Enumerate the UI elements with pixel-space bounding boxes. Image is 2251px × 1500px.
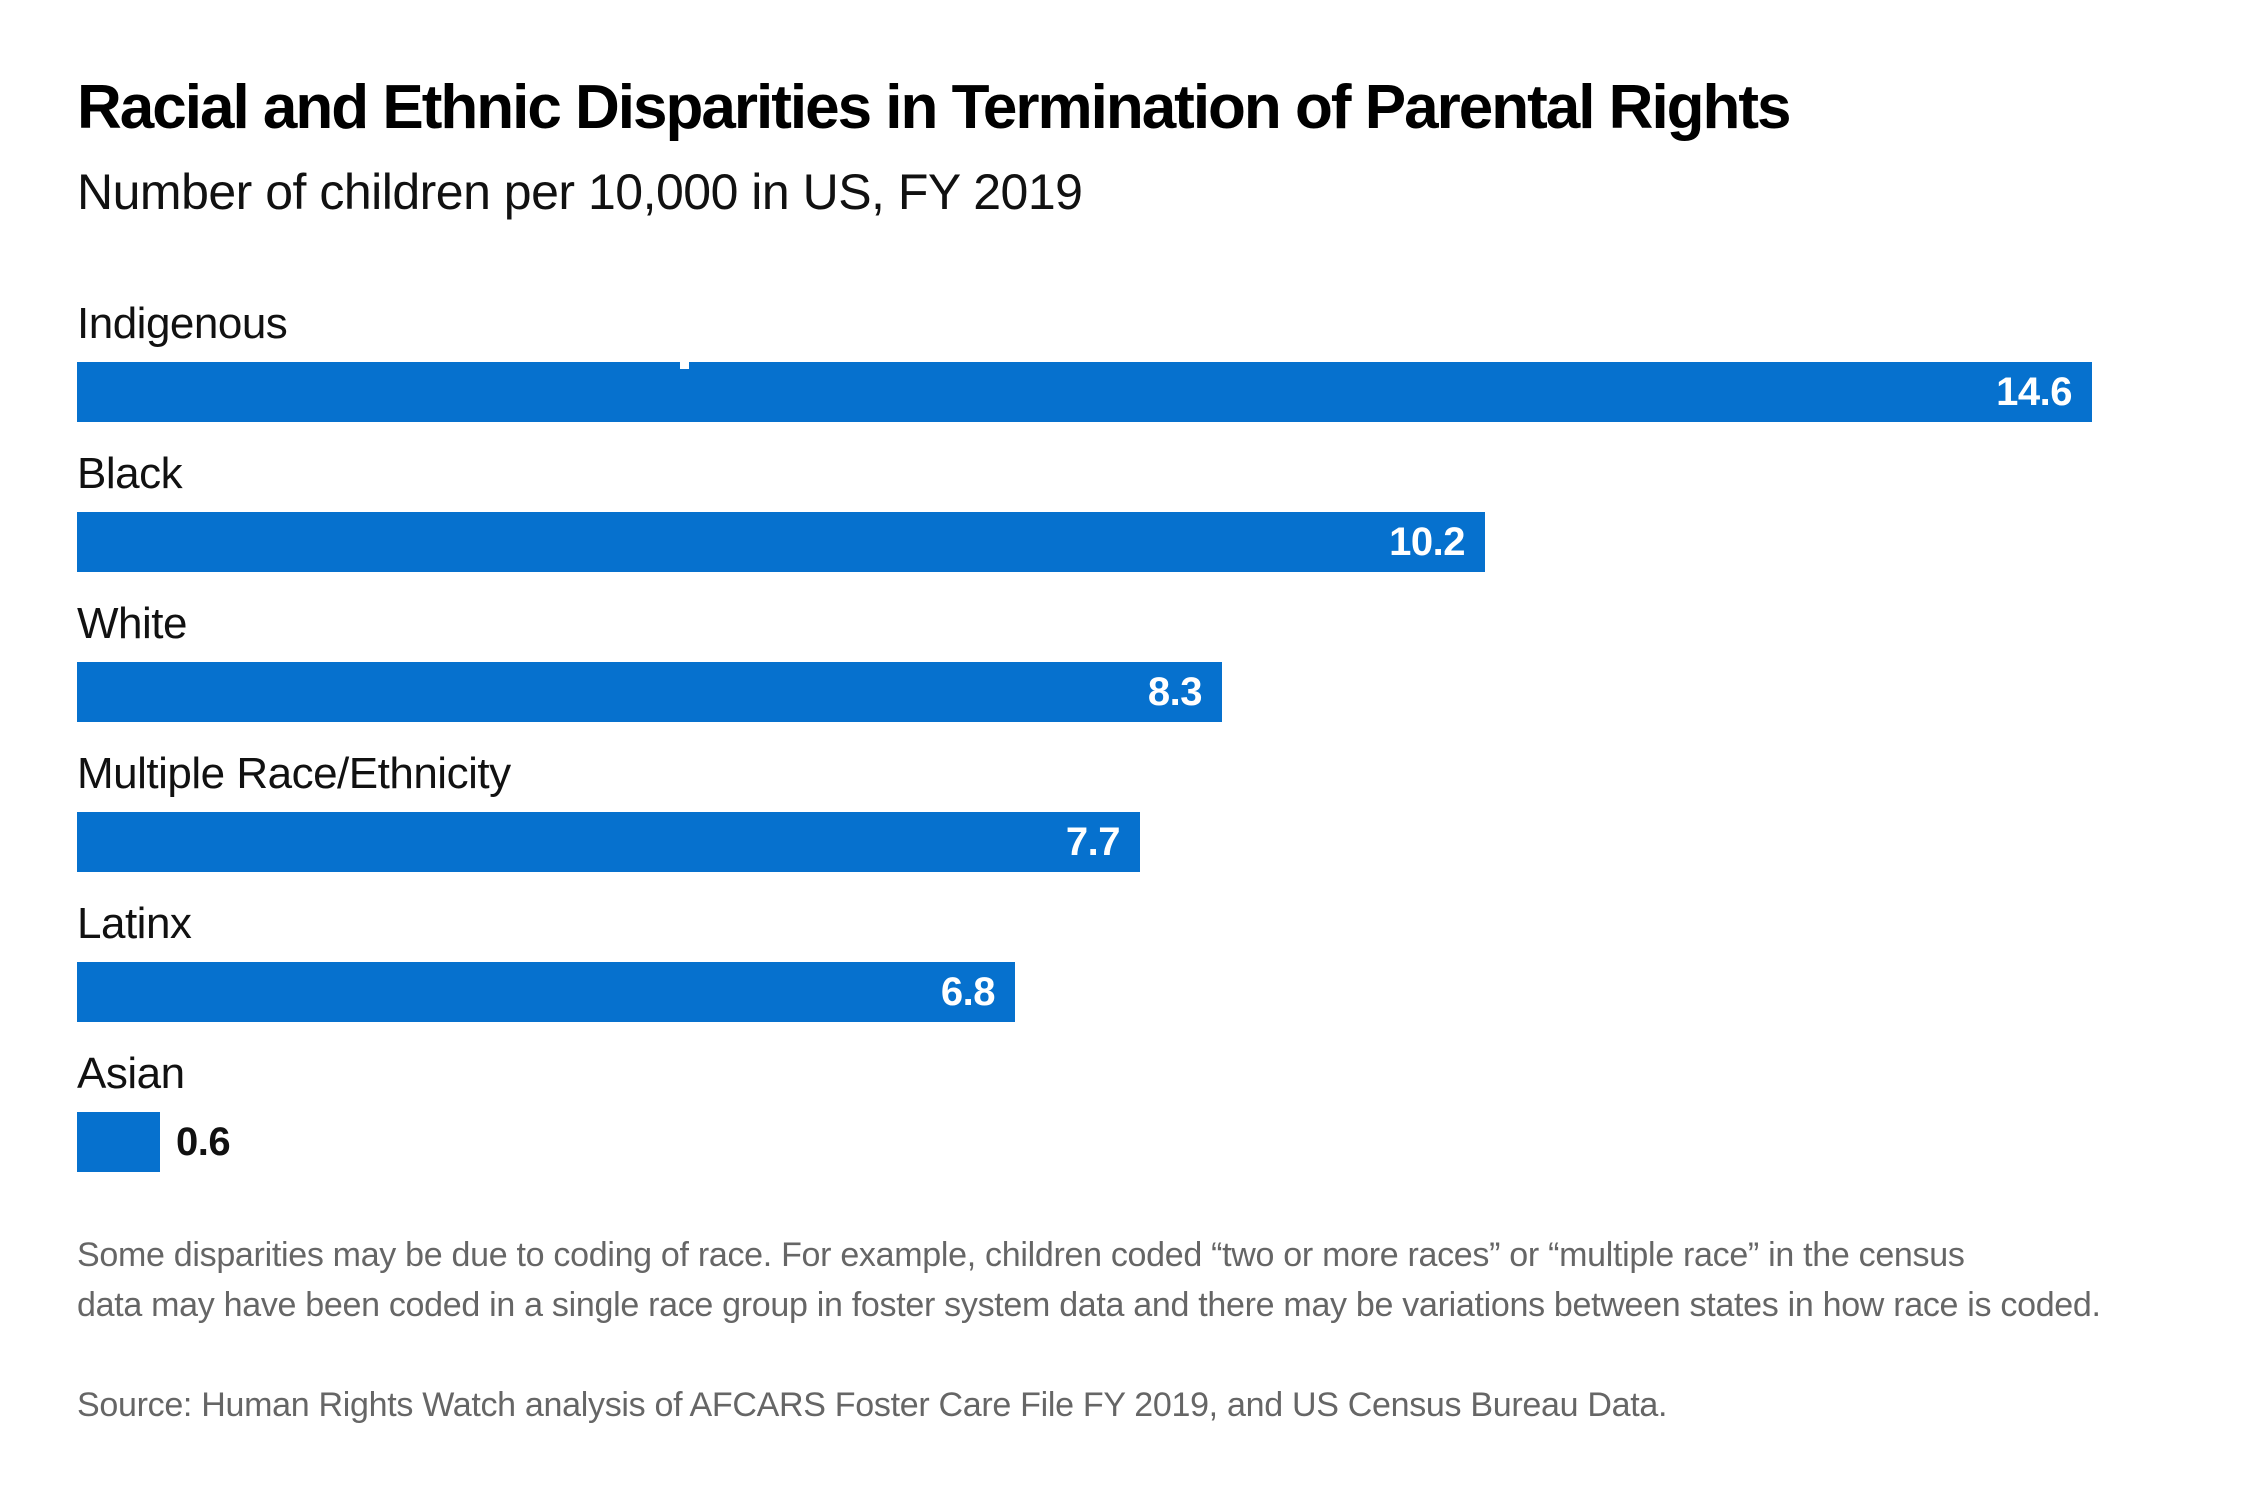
chart-subtitle: Number of children per 10,000 in US, FY … bbox=[77, 164, 1083, 220]
bar: 7.7 bbox=[77, 812, 1140, 872]
bar-value-label: 8.3 bbox=[1147, 670, 1203, 714]
category-label: Indigenous bbox=[77, 299, 288, 348]
footnote-line-1: Some disparities may be due to coding of… bbox=[77, 1236, 1965, 1274]
bar-value-label: 7.7 bbox=[1065, 820, 1121, 864]
bar: 6.8 bbox=[77, 962, 1015, 1022]
bar: 14.6 bbox=[77, 362, 2092, 422]
category-label: Asian bbox=[77, 1049, 185, 1098]
stray-notch-artifact bbox=[680, 362, 689, 369]
source-line: Source: Human Rights Watch analysis of A… bbox=[77, 1386, 1668, 1424]
footnote-line-2: data may have been coded in a single rac… bbox=[77, 1286, 2101, 1324]
bar: 10.2 bbox=[77, 512, 1485, 572]
bar-value-label: 6.8 bbox=[940, 970, 996, 1014]
category-label: Black bbox=[77, 449, 183, 498]
footnote: Some disparities may be due to coding of… bbox=[77, 1230, 2101, 1330]
category-label: White bbox=[77, 599, 187, 648]
bar-value-label: 14.6 bbox=[1996, 370, 2072, 414]
bar: 8.3 bbox=[77, 662, 1222, 722]
category-label: Multiple Race/Ethnicity bbox=[77, 749, 511, 798]
category-label: Latinx bbox=[77, 899, 192, 948]
chart-title: Racial and Ethnic Disparities in Termina… bbox=[77, 73, 1792, 142]
bar-value-label: 0.6 bbox=[176, 1120, 231, 1164]
bar-value-label: 10.2 bbox=[1389, 520, 1465, 564]
bar bbox=[77, 1112, 160, 1172]
